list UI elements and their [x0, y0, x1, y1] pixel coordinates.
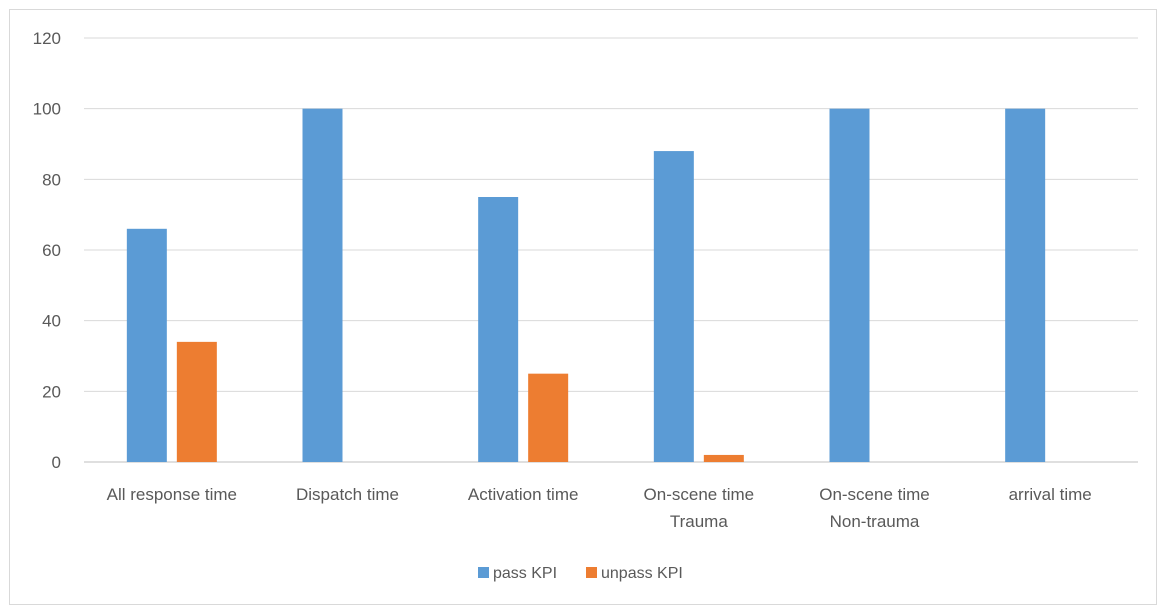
pass-kpi-bar [302, 108, 343, 463]
y-tick-label: 80 [42, 170, 61, 189]
pass-kpi-bar [653, 151, 694, 463]
x-category-label: Trauma [670, 512, 728, 531]
x-category-label: Non-trauma [830, 512, 920, 531]
x-category-label: On-scene time [644, 485, 755, 504]
x-category-label: Dispatch time [296, 485, 399, 504]
y-tick-label: 60 [42, 241, 61, 260]
pass-kpi-bar [1005, 108, 1046, 463]
x-axis-category-labels: All response time Dispatch time Activation… [107, 485, 1092, 531]
x-category-label: Activation time [468, 485, 579, 504]
y-tick-label: 40 [42, 312, 61, 331]
legend-label: pass KPI [493, 565, 557, 582]
y-tick-label: 100 [33, 100, 61, 119]
pass-kpi-bar [126, 228, 167, 462]
x-category-label: All response time [107, 485, 237, 504]
x-category-label: arrival time [1009, 485, 1092, 504]
bars [126, 108, 1046, 463]
legend: pass KPI unpass KPI [478, 565, 683, 582]
legend-label: unpass KPI [601, 565, 683, 582]
unpass-kpi-bar [176, 341, 217, 462]
y-tick-label: 0 [52, 453, 61, 472]
legend-swatch [478, 567, 489, 578]
pass-kpi-bar [829, 108, 870, 463]
y-tick-label: 120 [33, 29, 61, 48]
y-axis-tick-labels: 0 20 40 60 80 100 120 [33, 29, 61, 472]
pass-kpi-bar [478, 197, 519, 462]
unpass-kpi-bar [703, 454, 744, 462]
x-category-label: On-scene time [819, 485, 930, 504]
unpass-kpi-bar [528, 373, 569, 462]
y-tick-label: 20 [42, 382, 61, 401]
gridlines [84, 37, 1138, 463]
legend-swatch [586, 567, 597, 578]
